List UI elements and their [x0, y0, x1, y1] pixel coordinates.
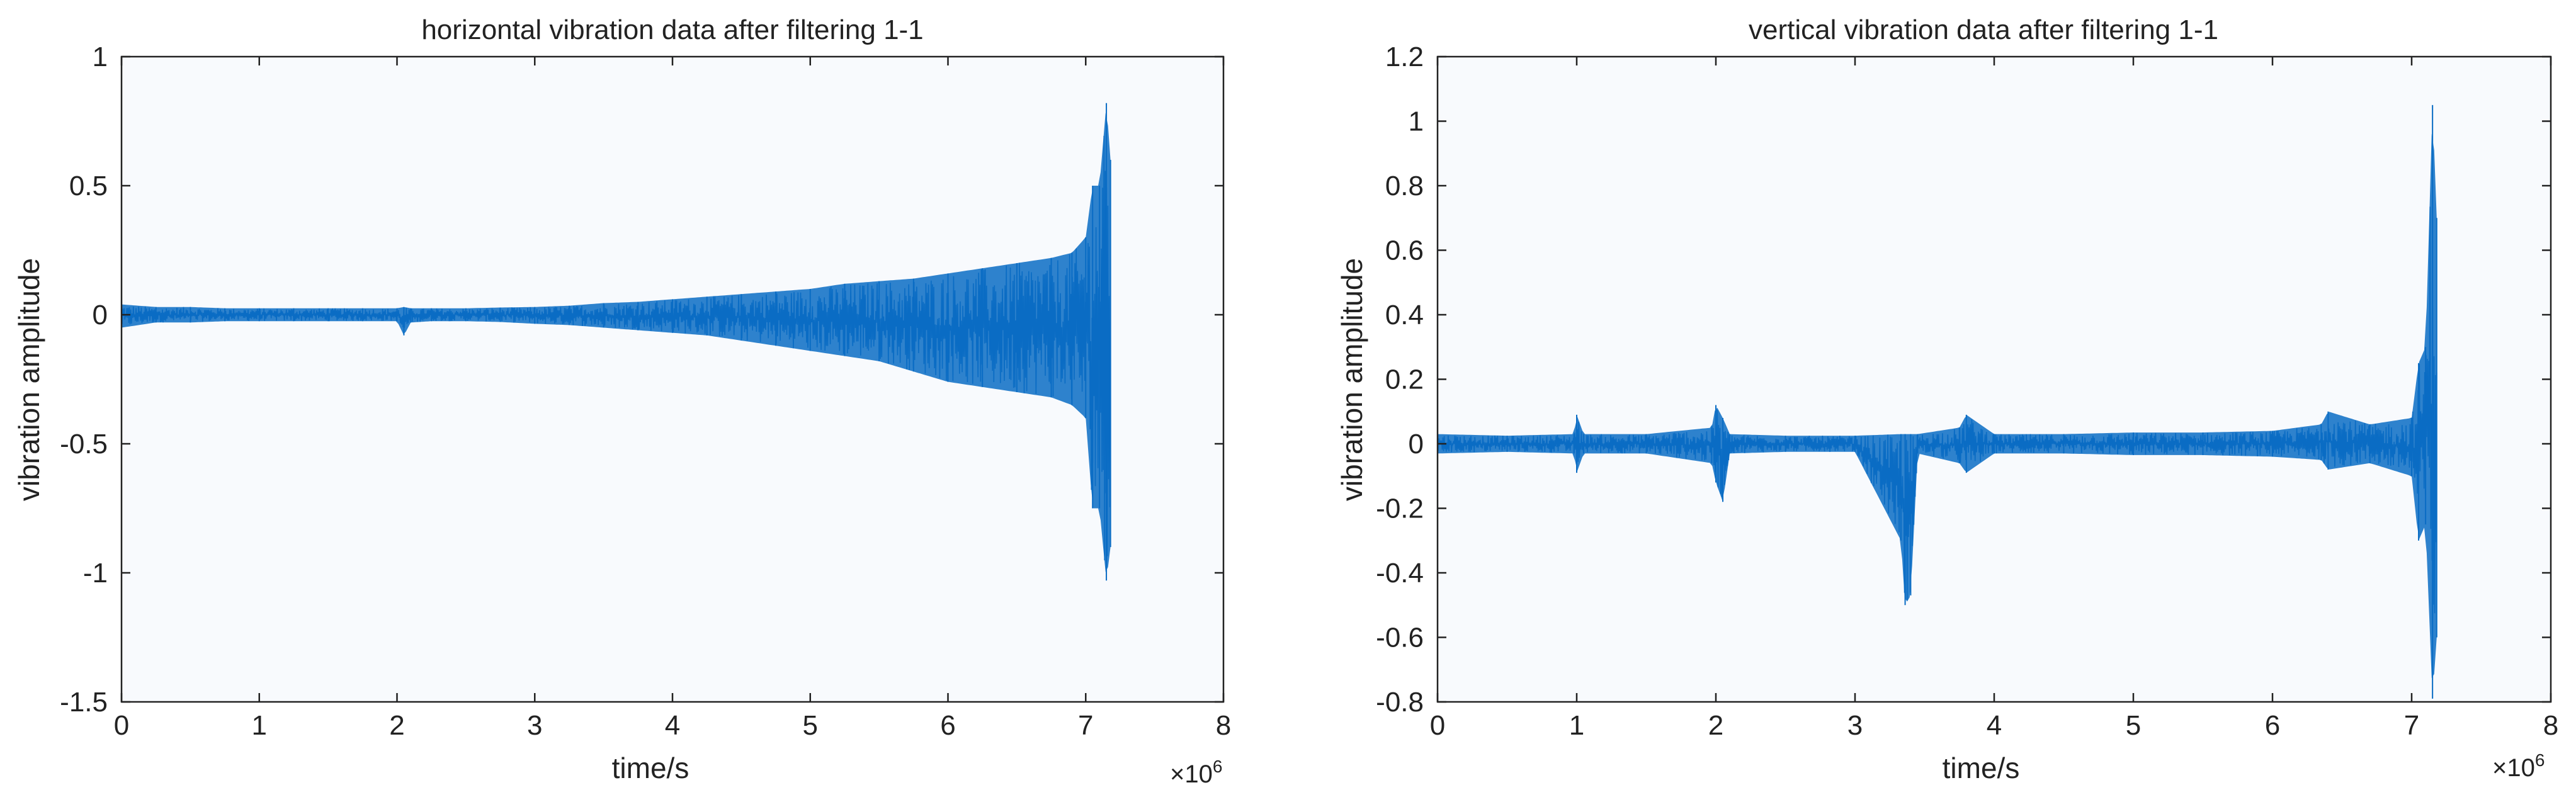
y-tick-label-right-7: 0.6 — [1385, 235, 1424, 266]
x-tick-label-left-4: 4 — [665, 710, 680, 741]
ticks-left: 0 1 2 3 4 5 6 7 8 -1.5 -1 -0.5 0 0.5 1 — [60, 42, 1231, 741]
series-trace-left-0 — [121, 135, 1111, 561]
x-tick-label-left-7: 7 — [1078, 710, 1093, 741]
x-tick-label-right-5: 5 — [2126, 710, 2141, 741]
y-tick-label-left-1: -1 — [83, 558, 108, 589]
x-tick-label-right-3: 3 — [1847, 710, 1863, 741]
x-tick-label-right-2: 2 — [1708, 710, 1723, 741]
chart-title-right: vertical vibration data after filtering … — [1749, 14, 2218, 45]
y-tick-label-right-3: -0.2 — [1376, 494, 1424, 524]
x-exponent-base-right: ×10 — [2492, 754, 2535, 782]
signal-group-left — [121, 103, 1111, 581]
x-tick-label-right-1: 1 — [1569, 710, 1584, 741]
ticks-right: 0 1 2 3 4 5 6 7 8 -0.8 -0.6 -0.4 -0.2 0 0.2 0.4 0.6 0.8 1 1… — [1376, 42, 2558, 741]
y-tick-label-right-6: 0.4 — [1385, 300, 1424, 330]
x-tick-label-left-5: 5 — [803, 710, 818, 741]
x-exponent-base-left: ×10 — [1170, 760, 1213, 788]
x-tick-label-left-6: 6 — [940, 710, 955, 741]
y-tick-label-left-5: 1 — [93, 42, 108, 72]
x-tick-label-right-7: 7 — [2404, 710, 2419, 741]
y-tick-label-right-8: 0.8 — [1385, 171, 1424, 201]
plot-area-right — [1438, 57, 2551, 702]
x-tick-label-left-0: 0 — [114, 710, 129, 741]
x-tick-label-left-8: 8 — [1216, 710, 1231, 741]
x-tick-label-left-1: 1 — [252, 710, 267, 741]
y-tick-label-left-0: -1.5 — [60, 687, 108, 718]
y-tick-label-left-2: -0.5 — [60, 429, 108, 460]
y-tick-label-right-5: 0.2 — [1385, 364, 1424, 395]
y-axis-label-right: vibration amplitude — [1336, 258, 1368, 501]
y-tick-label-left-4: 0.5 — [69, 171, 108, 201]
x-exponent-right: ×106 — [2492, 750, 2545, 782]
x-axis-label-right: time/s — [1943, 752, 2020, 784]
series-trace-right-0 — [1437, 206, 2437, 614]
x-exponent-left: ×106 — [1170, 757, 1222, 788]
x-tick-label-right-4: 4 — [1987, 710, 2002, 741]
y-tick-label-right-4: 0 — [1409, 429, 1424, 460]
x-exponent-power-left: 6 — [1213, 757, 1223, 776]
x-tick-label-right-0: 0 — [1430, 710, 1445, 741]
x-exponent-power-right: 6 — [2535, 750, 2545, 770]
chart-title-left: horizontal vibration data after filterin… — [421, 14, 923, 45]
y-tick-label-left-3: 0 — [93, 300, 108, 330]
x-tick-label-left-2: 2 — [389, 710, 404, 741]
chart-right: 0 1 2 3 4 5 6 7 8 -0.8 -0.6 -0.4 -0.2 0 0.2 0.4 0.6 0.8 1 1… — [1336, 14, 2558, 784]
y-tick-label-right-0: -0.8 — [1376, 687, 1424, 718]
x-tick-label-left-3: 3 — [527, 710, 542, 741]
y-tick-label-right-10: 1.2 — [1385, 42, 1424, 72]
signal-group-right — [1437, 104, 2437, 699]
chart-left: 0 1 2 3 4 5 6 7 8 -1.5 -1 -0.5 0 0.5 1 horizontal vibr… — [13, 14, 1231, 788]
y-axis-label-left: vibration amplitude — [13, 258, 45, 501]
y-tick-label-right-1: -0.6 — [1376, 623, 1424, 653]
x-axis-label-left: time/s — [612, 752, 689, 784]
y-tick-label-right-2: -0.4 — [1376, 558, 1424, 589]
x-tick-label-right-8: 8 — [2543, 710, 2558, 741]
y-tick-label-right-9: 1 — [1409, 106, 1424, 137]
x-tick-label-right-6: 6 — [2265, 710, 2280, 741]
